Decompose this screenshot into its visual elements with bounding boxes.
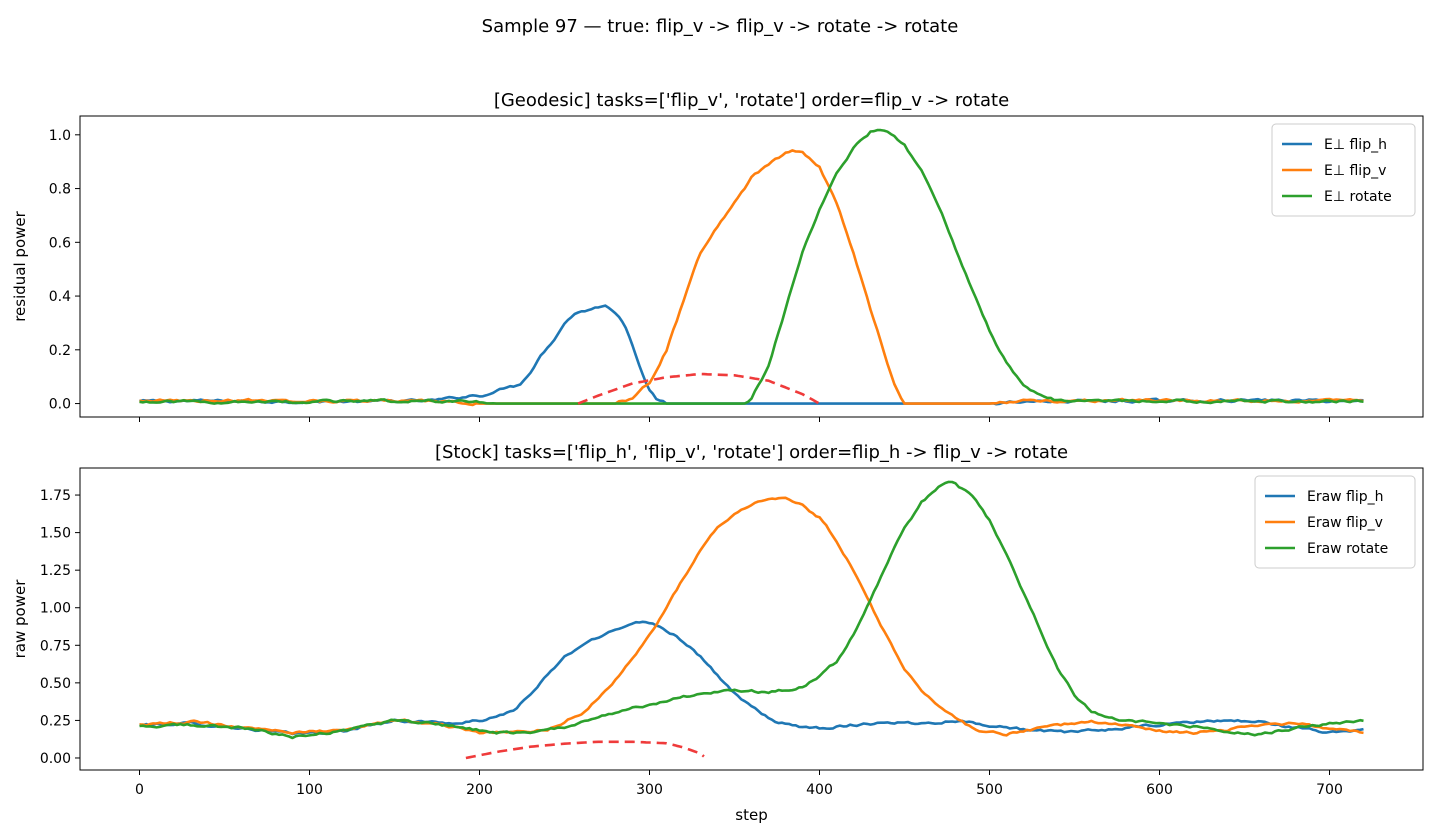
y-tick-label: 1.75 — [40, 488, 71, 504]
y-tick-label: 0.4 — [49, 289, 71, 305]
series-line — [139, 128, 1364, 405]
legend-label: Eraw flip_h — [1307, 489, 1384, 505]
y-tick-label: 0.8 — [49, 182, 71, 198]
y-tick-label: 0.50 — [40, 676, 71, 692]
x-tick-label: 200 — [466, 782, 493, 798]
legend: Eraw flip_h Eraw flip_v Eraw rotate — [1254, 475, 1416, 569]
y-tick-label: 0.00 — [40, 751, 71, 767]
legend-label: E⊥ rotate — [1324, 189, 1392, 205]
y-tick-label: 1.00 — [40, 601, 71, 617]
y-tick-label: 0.2 — [49, 343, 71, 359]
y-tick-label: 0.6 — [49, 235, 71, 251]
x-tick-label: 600 — [1146, 782, 1173, 798]
reference-curve — [465, 740, 705, 760]
y-tick-label: 1.0 — [49, 128, 71, 144]
x-tick-label: 500 — [976, 782, 1003, 798]
legend-box — [1271, 123, 1416, 217]
legend-box — [1254, 475, 1416, 569]
panel-0: [Geodesic] tasks=['flip_v', 'rotate'] or… — [11, 90, 1424, 422]
y-tick-label: 1.25 — [40, 563, 71, 579]
y-tick-label: 0.25 — [40, 713, 71, 729]
y-axis-label: raw power — [11, 579, 29, 659]
legend-label: E⊥ flip_h — [1324, 137, 1387, 153]
x-tick-label: 0 — [135, 782, 144, 798]
series-line — [139, 496, 1364, 737]
y-tick-label: 1.50 — [40, 526, 71, 542]
series-line — [139, 149, 1364, 407]
series-line — [139, 480, 1364, 740]
y-axis-label: residual power — [11, 210, 29, 321]
panel-title: [Stock] tasks=['flip_h', 'flip_v', 'rota… — [435, 442, 1068, 463]
x-tick-label: 300 — [636, 782, 663, 798]
y-tick-label: 0.75 — [40, 638, 71, 654]
legend-label: E⊥ flip_v — [1324, 163, 1386, 179]
axes-frame — [79, 467, 1424, 771]
x-tick-label: 100 — [296, 782, 323, 798]
legend-label: Eraw flip_v — [1307, 515, 1383, 531]
axes-frame — [79, 115, 1424, 418]
x-axis-label: step — [735, 806, 767, 824]
x-tick-label: 700 — [1316, 782, 1343, 798]
y-tick-label: 0.0 — [49, 397, 71, 413]
figure-suptitle: Sample 97 — true: flip_v -> flip_v -> ro… — [482, 16, 959, 37]
legend: E⊥ flip_h E⊥ flip_v E⊥ rotate — [1271, 123, 1416, 217]
series-line — [139, 304, 1364, 406]
series-line — [139, 620, 1364, 736]
panel-1: [Stock] tasks=['flip_h', 'flip_v', 'rota… — [11, 442, 1424, 824]
panel-title: [Geodesic] tasks=['flip_v', 'rotate'] or… — [494, 90, 1009, 111]
reference-curve — [577, 372, 821, 405]
legend-label: Eraw rotate — [1307, 541, 1388, 557]
x-tick-label: 400 — [806, 782, 833, 798]
